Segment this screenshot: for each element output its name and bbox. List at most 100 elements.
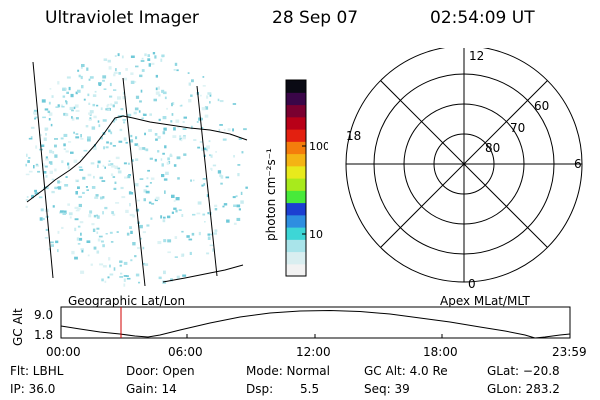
uv-speckle	[148, 129, 152, 132]
uv-speckle	[203, 183, 206, 186]
uv-speckle	[150, 177, 155, 180]
uv-speckle	[91, 126, 96, 130]
uv-speckle	[97, 238, 101, 242]
uv-speckle	[63, 133, 68, 137]
uv-speckle	[117, 170, 122, 174]
uv-speckle	[106, 141, 109, 144]
uv-speckle	[119, 276, 124, 278]
uv-speckle	[164, 190, 166, 194]
uv-speckle	[69, 106, 74, 110]
uv-speckle	[218, 128, 221, 132]
altitude-curve	[60, 309, 571, 339]
uv-speckle	[102, 211, 104, 215]
uv-speckle	[65, 113, 67, 117]
uv-speckle	[237, 173, 240, 177]
uv-speckle	[80, 138, 84, 140]
uv-speckle	[148, 63, 151, 67]
uv-speckle	[138, 281, 141, 284]
uv-speckle	[212, 164, 217, 167]
uv-speckle	[38, 196, 43, 199]
uv-speckle	[37, 170, 41, 173]
uv-speckle	[71, 117, 75, 121]
uv-speckle	[93, 214, 97, 218]
uv-speckle	[235, 195, 238, 198]
mode-status: Mode: Normal	[246, 364, 330, 378]
uv-speckle	[172, 102, 175, 105]
meridian-line	[196, 85, 218, 277]
uv-speckle	[76, 180, 79, 182]
uv-speckle	[65, 113, 69, 117]
uv-speckle	[79, 168, 84, 171]
uv-speckle	[107, 163, 111, 166]
uv-speckle	[109, 82, 112, 87]
uv-speckle	[81, 85, 84, 89]
uv-speckle	[95, 194, 99, 197]
uv-speckle	[177, 177, 180, 180]
uv-speckle	[120, 272, 123, 275]
uv-speckle	[232, 196, 236, 199]
uv-speckle	[112, 176, 116, 178]
uv-speckle	[170, 120, 173, 123]
uv-speckle	[201, 107, 206, 111]
uv-speckle	[110, 131, 113, 135]
colorbar-unit-label: photon cm⁻²s⁻¹	[264, 148, 278, 241]
uv-speckle	[137, 199, 140, 202]
uv-speckle	[39, 217, 43, 221]
uv-speckle	[139, 100, 142, 103]
uv-speckle	[48, 161, 53, 164]
uv-speckle	[99, 176, 103, 180]
uv-speckle	[103, 58, 108, 61]
uv-speckle	[108, 66, 112, 70]
colorbar-tick-100: 100	[309, 140, 328, 153]
uv-speckle	[135, 273, 140, 277]
uv-speckle	[209, 93, 212, 97]
uv-speckle	[123, 275, 128, 277]
uv-speckle	[109, 142, 113, 145]
uv-speckle	[115, 156, 120, 160]
uv-speckle	[157, 86, 160, 90]
latitude-line	[26, 115, 248, 203]
uv-speckle	[154, 158, 157, 162]
gc-alt-status: GC Alt: 4.0 Re	[364, 364, 448, 378]
gain-status: Gain: 14	[126, 382, 177, 396]
uv-speckle	[120, 108, 124, 111]
uv-speckle	[96, 215, 100, 219]
uv-speckle	[223, 203, 228, 206]
uv-speckle	[157, 241, 162, 245]
uv-speckle	[101, 278, 104, 282]
uv-speckle	[204, 147, 207, 151]
uv-speckle	[71, 109, 74, 112]
uv-speckle	[163, 239, 167, 243]
uv-speckle	[187, 72, 190, 74]
uv-speckle	[34, 116, 39, 119]
uv-speckle	[127, 175, 131, 179]
uv-speckle	[158, 276, 162, 280]
uv-speckle	[188, 238, 193, 241]
uv-speckle	[166, 161, 170, 165]
uv-speckle	[201, 117, 203, 121]
uv-speckle	[71, 116, 73, 119]
uv-speckle	[66, 76, 71, 79]
uv-speckle	[66, 91, 69, 94]
altitude-plot	[60, 306, 571, 339]
uv-speckle	[189, 251, 192, 255]
uv-speckle	[121, 196, 126, 199]
uv-speckle	[147, 169, 150, 172]
uv-speckle	[85, 125, 89, 128]
uv-speckle	[206, 95, 209, 99]
uv-speckle	[79, 221, 84, 224]
uv-speckle	[96, 227, 100, 230]
uv-speckle	[175, 209, 178, 213]
uv-speckle	[181, 230, 184, 233]
uv-speckle	[190, 179, 192, 182]
uv-speckle	[80, 66, 83, 69]
uv-speckle	[92, 146, 97, 151]
uv-speckle	[123, 278, 126, 282]
uv-speckle	[51, 190, 55, 194]
uv-speckle	[179, 137, 182, 141]
uv-speckle	[210, 154, 213, 158]
colorbar-segment	[286, 251, 306, 265]
uv-speckle	[89, 210, 93, 214]
uv-speckle	[114, 165, 119, 169]
uv-speckle	[191, 79, 194, 83]
